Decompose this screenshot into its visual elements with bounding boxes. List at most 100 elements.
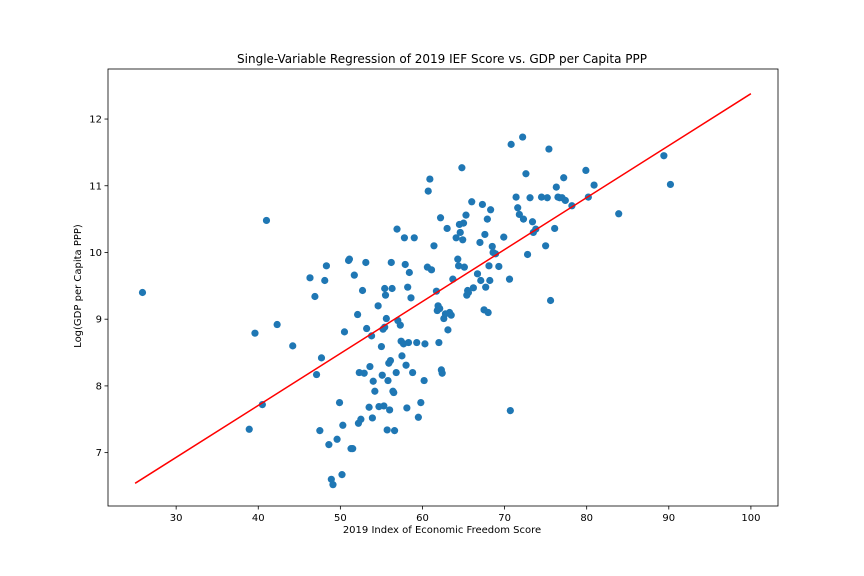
data-point [371,387,379,395]
data-point [362,258,370,267]
x-tick-label: 40 [252,513,265,524]
data-point [473,270,482,278]
data-point [459,236,467,244]
data-point [358,286,367,295]
data-point [506,406,514,415]
data-point [523,250,532,259]
data-point [383,426,391,434]
data-point [388,284,396,293]
data-point [561,196,569,205]
x-tick-label: 30 [170,513,183,524]
data-point [436,214,445,222]
data-point [454,255,462,263]
data-point [333,435,341,443]
data-point [488,242,496,251]
data-point [483,215,491,223]
data-point [317,354,326,362]
data-point [390,427,399,435]
data-point [251,329,259,337]
x-axis-label: 2019 Index of Economic Freedom Score [343,525,541,536]
data-point [519,215,528,223]
y-tick-label: 8 [96,381,102,392]
data-point [401,260,409,269]
data-point [452,234,460,242]
data-point [392,368,400,377]
data-point [460,263,468,271]
data-point [528,218,537,226]
axes-frame [107,68,779,507]
data-point [444,326,452,334]
data-point [138,288,147,297]
data-point [404,283,412,291]
data-point [354,310,362,319]
data-point [402,361,410,369]
data-point [350,271,358,279]
data-point [393,225,401,233]
data-point [378,371,386,379]
data-point [325,441,333,449]
data-point [484,308,492,317]
data-point [515,210,523,219]
y-tick-label: 7 [96,448,102,459]
data-point [338,471,346,479]
data-point [424,187,432,195]
data-point [459,219,468,227]
data-point [365,403,373,411]
data-point [381,323,389,331]
data-point [366,362,374,371]
data-point [273,320,281,329]
data-point [485,262,493,270]
x-tick-label: 90 [662,513,675,524]
data-point [469,284,477,292]
regression-line [134,93,752,484]
data-point [519,133,527,141]
data-point [500,233,508,241]
data-point [526,194,534,202]
data-point [543,194,551,202]
data-point [476,238,484,247]
data-point [382,314,390,323]
data-point [410,234,418,242]
data-point [357,415,365,423]
data-point [447,311,455,319]
data-point [495,262,503,271]
data-point [458,164,466,172]
data-point [262,216,271,225]
x-tick-label: 60 [416,513,429,524]
data-point [396,321,404,329]
data-point [456,228,464,237]
chart-title: Single-Variable Regression of 2019 IEF S… [237,52,647,66]
data-point [363,324,371,333]
data-point [436,304,444,313]
data-point [374,302,382,310]
data-point [329,481,337,489]
data-point [398,352,406,360]
data-point [464,288,473,297]
data-point [522,170,530,178]
data-point [386,356,395,365]
data-point [340,328,349,336]
x-axis-ticks: 30 40 50 60 70 80 90 100 [170,506,760,524]
data-point [514,204,522,212]
x-tick-label: 100 [741,513,760,524]
data-point [384,376,392,385]
data-point [482,283,490,291]
data-point [381,284,389,293]
data-point [560,174,568,182]
data-point [478,200,487,209]
y-axis-label: Log(GDP per Capita PPP) [73,224,84,348]
data-point [666,180,675,189]
data-point [582,166,590,175]
data-point [615,210,623,218]
data-point [369,377,377,385]
data-point [321,276,329,285]
data-point [443,224,451,233]
data-point [420,376,428,385]
data-point [537,193,546,201]
data-point [312,370,321,379]
data-point [400,234,409,242]
data-point [413,338,421,347]
data-point [426,175,434,183]
data-point [414,413,422,421]
